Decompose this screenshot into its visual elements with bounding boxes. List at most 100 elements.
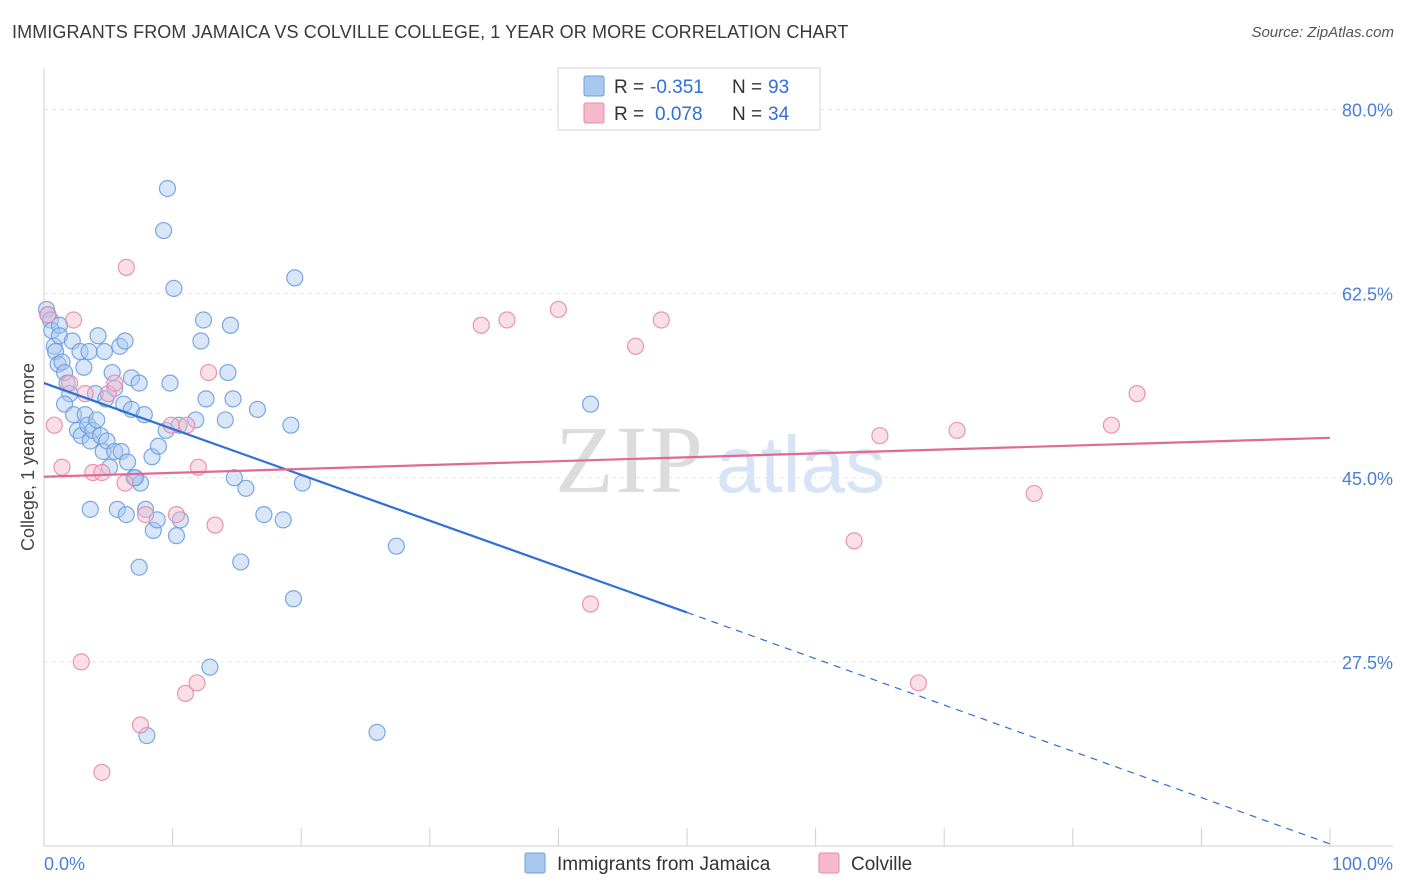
point-jamaica <box>81 500 99 518</box>
source-label: Source: ZipAtlas.com <box>1251 24 1394 41</box>
point-jamaica <box>282 416 300 434</box>
point-colville <box>72 653 90 671</box>
point-jamaica <box>194 311 213 329</box>
point-jamaica <box>225 469 243 487</box>
point-jamaica <box>89 327 107 345</box>
point-jamaica <box>50 327 69 345</box>
y-tick-label: 80.0% <box>1342 101 1393 121</box>
point-jamaica <box>284 590 303 608</box>
y-tick-label: 27.5% <box>1342 653 1393 673</box>
point-jamaica <box>95 342 114 361</box>
point-colville <box>498 311 516 329</box>
point-jamaica <box>255 506 273 524</box>
point-jamaica <box>75 358 93 376</box>
point-colville <box>1102 416 1120 434</box>
point-jamaica <box>224 390 242 408</box>
point-colville <box>200 363 218 382</box>
legend-bottom-swatch-blue[interactable] <box>524 852 546 874</box>
legend-r-label-blue: R = <box>614 77 644 98</box>
point-colville <box>206 516 224 534</box>
point-jamaica <box>197 390 215 408</box>
trendline-colville <box>43 436 1331 478</box>
legend-bottom-label-pink[interactable]: Colville <box>851 854 912 875</box>
point-colville <box>136 506 155 524</box>
point-jamaica <box>143 448 161 466</box>
y-tick-label: 45.0% <box>1342 469 1393 489</box>
point-jamaica <box>111 337 129 355</box>
point-colville <box>116 474 134 492</box>
trendline-jamaica-extrapolated <box>686 611 1331 845</box>
point-jamaica <box>581 395 600 413</box>
point-jamaica <box>248 400 267 418</box>
point-jamaica <box>187 411 205 429</box>
point-jamaica <box>117 506 135 524</box>
point-jamaica <box>201 658 219 676</box>
point-jamaica <box>135 406 153 424</box>
point-colville <box>93 763 111 781</box>
point-jamaica <box>149 437 168 455</box>
point-colville <box>106 374 124 392</box>
x-ticks <box>43 828 1331 846</box>
point-colville <box>39 306 57 324</box>
point-jamaica <box>216 411 234 429</box>
point-jamaica <box>106 442 124 461</box>
point-colville <box>549 300 568 319</box>
point-jamaica <box>81 432 99 450</box>
trendline-jamaica <box>43 382 688 614</box>
legend-r-label-pink: R = <box>614 104 644 125</box>
point-colville <box>131 716 150 734</box>
point-jamaica <box>144 521 162 539</box>
legend-bottom[interactable]: Immigrants from Jamaica Colville <box>524 852 912 875</box>
y-tick-label: 62.5% <box>1342 285 1393 305</box>
point-jamaica <box>192 332 210 350</box>
point-jamaica <box>71 342 89 361</box>
point-colville <box>93 463 111 482</box>
axes <box>43 68 1393 847</box>
point-jamaica <box>286 269 304 287</box>
point-jamaica <box>387 537 405 555</box>
legend-top: R = -0.351 N = 93 R = 0.078 N = 34 <box>557 67 821 131</box>
legend-bottom-label-blue[interactable]: Immigrants from Jamaica <box>557 854 771 875</box>
point-jamaica <box>88 411 106 429</box>
point-colville <box>845 532 863 550</box>
x-tick-label-min: 0.0% <box>44 854 85 874</box>
legend-n-label-blue: N = <box>732 77 762 98</box>
gridlines <box>44 109 1393 663</box>
point-colville <box>1025 484 1043 503</box>
point-colville <box>626 337 645 355</box>
legend-r-value-blue: -0.351 <box>650 77 704 98</box>
point-jamaica <box>165 279 183 298</box>
y-tick-labels: 27.5% 45.0% 62.5% 80.0% <box>1342 101 1393 673</box>
legend-n-value-pink: 34 <box>768 104 790 125</box>
point-jamaica <box>219 363 237 382</box>
point-colville <box>167 506 186 524</box>
series-immigrants-from-jamaica <box>37 179 600 745</box>
point-jamaica <box>53 353 71 371</box>
point-colville <box>188 674 206 692</box>
point-jamaica <box>161 374 179 392</box>
point-jamaica <box>112 442 130 461</box>
point-colville <box>76 385 94 403</box>
point-colville <box>472 316 490 334</box>
point-colville <box>909 674 928 692</box>
legend-bottom-swatch-pink[interactable] <box>818 852 840 874</box>
point-jamaica <box>118 453 137 471</box>
point-colville <box>178 416 196 434</box>
point-jamaica <box>55 363 74 382</box>
point-jamaica <box>116 332 134 350</box>
trendlines <box>43 382 1331 845</box>
point-colville <box>61 374 79 392</box>
point-colville <box>45 416 63 434</box>
watermark-atlas: atlas <box>716 420 885 509</box>
point-jamaica <box>130 558 148 576</box>
point-colville <box>652 311 670 329</box>
point-colville <box>117 258 135 276</box>
point-jamaica <box>232 553 250 571</box>
point-colville <box>99 385 117 403</box>
legend-swatch-pink <box>583 102 605 124</box>
point-colville <box>581 595 600 613</box>
point-jamaica <box>158 179 177 198</box>
point-jamaica <box>136 500 155 518</box>
point-colville <box>84 463 102 482</box>
